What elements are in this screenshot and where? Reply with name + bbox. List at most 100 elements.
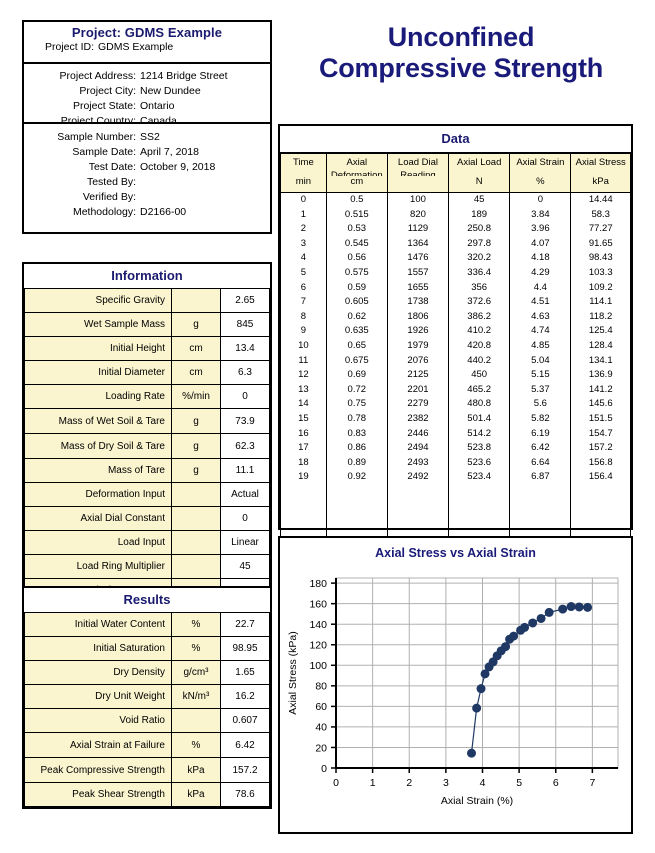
data-cell: 156.4 — [570, 470, 631, 485]
axial-stress-strain-chart: 0 20 40 60 80 100 120 140 160 180 0 1 2 3 4 5 6 7 Axial St… — [287, 577, 619, 807]
data-cell: 5.6 — [509, 397, 572, 412]
data-cell: 2125 — [386, 368, 450, 383]
data-cell: 6.42 — [509, 441, 572, 456]
data-column-name: Load Dial Reading — [397, 157, 439, 176]
data-cell: 2494 — [386, 441, 450, 456]
data-cell: 297.8 — [448, 236, 511, 252]
data-cell: 2382 — [386, 411, 450, 427]
data-cell: 9 — [280, 324, 327, 339]
data-column-header: Load Dial Reading — [386, 153, 450, 193]
data-cell-empty — [509, 499, 572, 515]
x-tick-label: 2 — [406, 777, 412, 789]
information-value: 45 — [220, 554, 270, 579]
results-label: Dry Density — [24, 660, 172, 685]
results-label: Initial Saturation — [24, 636, 172, 661]
table-row: 4 0.56 1476 320.2 4.18 98.43 — [280, 251, 631, 266]
data-cell: 77.27 — [570, 222, 631, 237]
data-cell: 1655 — [386, 280, 450, 296]
methodology-row: Methodology: D2166-00 — [24, 206, 270, 219]
data-cell: 4.85 — [509, 338, 572, 354]
data-cell: 12 — [280, 368, 327, 383]
verified-by-value — [140, 191, 270, 204]
methodology-label: Methodology: — [72, 206, 136, 218]
data-cell-empty — [325, 484, 388, 500]
data-cell: 0.62 — [325, 309, 388, 325]
table-row: 3 0.545 1364 297.8 4.07 91.65 — [280, 236, 631, 252]
information-value: 0 — [220, 384, 270, 409]
data-cell: 98.43 — [570, 251, 631, 266]
report-title-line1: Unconfined — [387, 22, 535, 52]
information-value: 62.3 — [220, 433, 270, 459]
test-date-value: October 9, 2018 — [140, 161, 216, 173]
sample-number-row: Sample Number: SS2 — [24, 131, 270, 144]
results-unit: kN/m³ — [171, 684, 221, 709]
data-cell: 4.63 — [509, 309, 572, 325]
data-cell: 1557 — [386, 265, 450, 281]
data-cell: 0.545 — [325, 236, 388, 252]
results-value: 16.2 — [220, 684, 270, 709]
table-row: 17 0.86 2494 523.8 6.42 157.2 — [280, 441, 631, 456]
data-cell: 118.2 — [570, 309, 631, 325]
information-row: Load Ring Multiplier 45 — [24, 554, 270, 579]
data-cell: 4.18 — [509, 251, 572, 266]
data-cell: 3.96 — [509, 222, 572, 237]
data-cell: 100 — [386, 193, 450, 208]
data-cell: 2076 — [386, 353, 450, 369]
data-column-unit: cm — [350, 176, 364, 187]
results-row: Initial Water Content% 22.7 — [24, 612, 270, 637]
data-cell: 151.5 — [570, 411, 631, 427]
data-cell: 523.8 — [448, 441, 511, 456]
data-cell: 1806 — [386, 309, 450, 325]
information-row: Loading Rate %/min 0 — [24, 384, 270, 409]
information-unit: g — [171, 312, 221, 337]
data-column-header: Axial Strain% — [509, 153, 572, 193]
project-state-value: Ontario — [140, 100, 175, 112]
results-row: Dry Unit Weight kN/m³ 16.2 — [24, 684, 270, 709]
information-row: Initial Diameter cm 6.3 — [24, 360, 270, 385]
information-row: Mass of Dry Soil & Tare g 62.3 — [24, 433, 270, 459]
data-point — [501, 642, 511, 652]
data-cell: 136.9 — [570, 368, 631, 383]
results-unit: % — [171, 636, 221, 661]
test-date-label: Test Date: — [88, 161, 136, 173]
information-label: Initial Height — [24, 336, 172, 361]
project-address-value: 1214 Bridge Street — [140, 70, 228, 82]
data-cell: 1 — [280, 207, 327, 223]
information-label: Mass of Wet Soil & Tare — [24, 408, 172, 434]
data-point — [520, 622, 530, 632]
data-cell: 372.6 — [448, 295, 511, 310]
information-row: Initial Height cm 13.4 — [24, 336, 270, 361]
data-point — [583, 602, 593, 612]
data-cell: 45 — [448, 193, 511, 208]
data-column-name: Time — [292, 157, 314, 168]
project-city-row: Project City: New Dundee — [24, 85, 270, 98]
information-label: Loading Rate — [24, 384, 172, 409]
data-point — [488, 657, 498, 667]
data-cell: 0.89 — [325, 455, 388, 471]
data-cell-empty — [386, 484, 450, 500]
data-cell: 157.2 — [570, 441, 631, 456]
project-id-value: GDMS Example — [98, 41, 174, 53]
results-label: Void Ratio — [24, 708, 172, 733]
project-address-row: Project Address: 1214 Bridge Street — [24, 70, 270, 83]
results-value: 0.607 — [220, 708, 270, 733]
data-table-body-scroll[interactable]: 0 0.5 100 45 0 14.44 1 0.515 820 189 3.84 58.3 2 0.53… — [280, 193, 631, 545]
data-cell: 0.575 — [325, 265, 388, 281]
data-column-header: Time min — [280, 153, 327, 193]
data-cell: 91.65 — [570, 236, 631, 252]
sample-info-panel: Sample Number: SS2 Sample Date: April 7,… — [22, 122, 272, 234]
information-value: 6.3 — [220, 360, 270, 385]
data-cell: 523.6 — [448, 455, 511, 471]
y-tick-label: 60 — [315, 701, 327, 713]
information-row: Load Input Linear — [24, 530, 270, 555]
y-tick-label: 180 — [309, 578, 327, 590]
data-cell: 4.51 — [509, 295, 572, 310]
information-value: 845 — [220, 312, 270, 337]
data-cell: 189 — [448, 207, 511, 223]
y-tick-label: 140 — [309, 619, 327, 631]
information-unit — [171, 482, 221, 507]
information-title: Information — [24, 264, 270, 288]
data-cell: 0.675 — [325, 353, 388, 369]
data-cell: 6.87 — [509, 470, 572, 485]
data-cell: 320.2 — [448, 251, 511, 266]
